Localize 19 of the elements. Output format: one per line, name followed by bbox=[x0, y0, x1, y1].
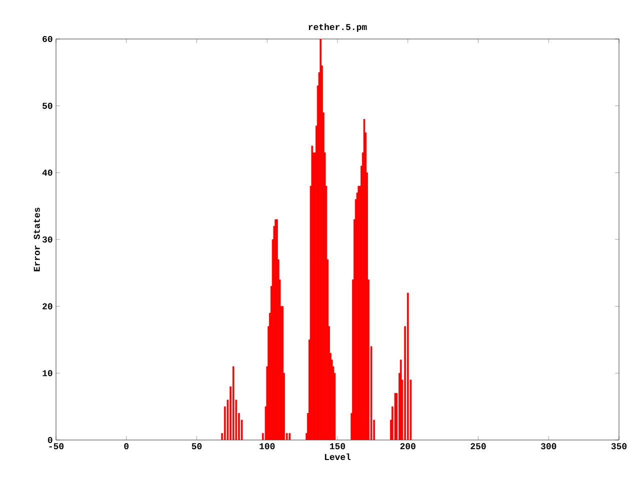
x-tick-label: 0 bbox=[124, 443, 129, 450]
y-tick-label: 10 bbox=[42, 370, 52, 376]
y-tick-label: 60 bbox=[42, 36, 52, 42]
x-tick-label: -50 bbox=[49, 443, 64, 450]
x-tick-label: 300 bbox=[540, 443, 556, 450]
y-axis-title: Error States bbox=[34, 208, 40, 272]
y-tick-label: 20 bbox=[42, 303, 52, 310]
y-tick-label: 0 bbox=[48, 436, 52, 444]
x-tick-label: 100 bbox=[260, 443, 275, 450]
y-tick-label: 40 bbox=[42, 170, 52, 176]
y-tick-label: 50 bbox=[42, 102, 52, 109]
chart-title: rether.5.pm bbox=[308, 23, 367, 32]
x-tick-label: 200 bbox=[400, 443, 416, 450]
x-tick-label: 250 bbox=[470, 443, 486, 450]
x-tick-label: 150 bbox=[330, 443, 346, 450]
x-tick-label: 50 bbox=[192, 443, 202, 450]
x-tick-label: 350 bbox=[611, 443, 627, 450]
x-axis-title: Level bbox=[324, 453, 351, 460]
y-tick-label: 30 bbox=[42, 236, 52, 243]
